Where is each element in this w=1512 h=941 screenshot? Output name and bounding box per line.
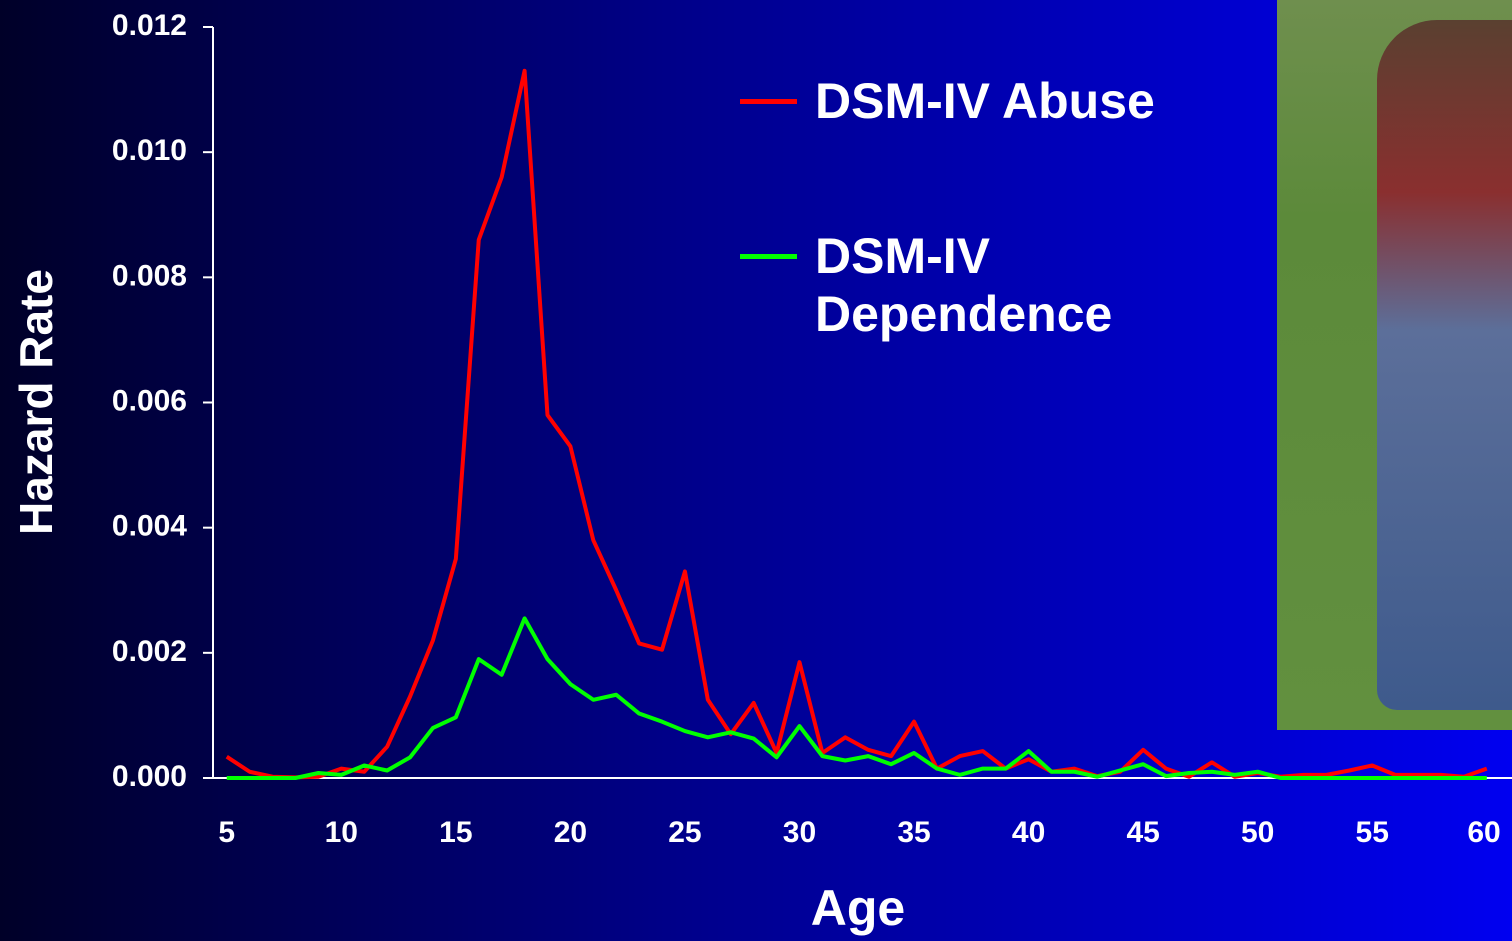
data-line	[227, 71, 1487, 778]
y-tick-label: 0.010	[112, 134, 187, 167]
x-tick-label: 30	[783, 816, 816, 849]
x-tick-label: 35	[897, 816, 930, 849]
x-tick-label: 40	[1012, 816, 1045, 849]
x-tick-label: 50	[1241, 816, 1274, 849]
legend-label: DSM-IV Abuse	[815, 72, 1235, 130]
x-tick-label: 25	[668, 816, 701, 849]
x-tick-label: 45	[1126, 816, 1159, 849]
y-axis-title: Hazard Rate	[10, 269, 62, 535]
x-axis-title: Age	[811, 880, 905, 936]
slide: Age Hazard Rate 0.000 0.002 0.004 0.006 0.00…	[0, 0, 1512, 941]
legend-swatch	[740, 254, 797, 259]
legend-item: DSM-IV Abuse	[740, 72, 1235, 130]
x-tick-label: 15	[439, 816, 472, 849]
y-tick-label: 0.012	[112, 9, 187, 42]
x-tick-label: 60	[1467, 816, 1500, 849]
data-line	[227, 618, 1487, 778]
legend-label: DSM-IV Dependence	[815, 227, 1235, 343]
x-tick-label: 5	[218, 816, 235, 849]
legend-swatch	[740, 99, 797, 104]
x-tick-label: 20	[554, 816, 587, 849]
y-tick-label: 0.000	[112, 760, 187, 793]
legend-item: DSM-IV Dependence	[740, 227, 1235, 343]
y-tick-label: 0.008	[112, 259, 187, 292]
y-tick-label: 0.002	[112, 635, 187, 668]
y-tick-label: 0.004	[112, 510, 187, 543]
x-tick-label: 10	[325, 816, 358, 849]
y-tick-label: 0.006	[112, 384, 187, 417]
x-tick-label: 55	[1356, 816, 1389, 849]
chart: Age Hazard Rate 0.000 0.002 0.004 0.006 0.00…	[0, 0, 1512, 941]
